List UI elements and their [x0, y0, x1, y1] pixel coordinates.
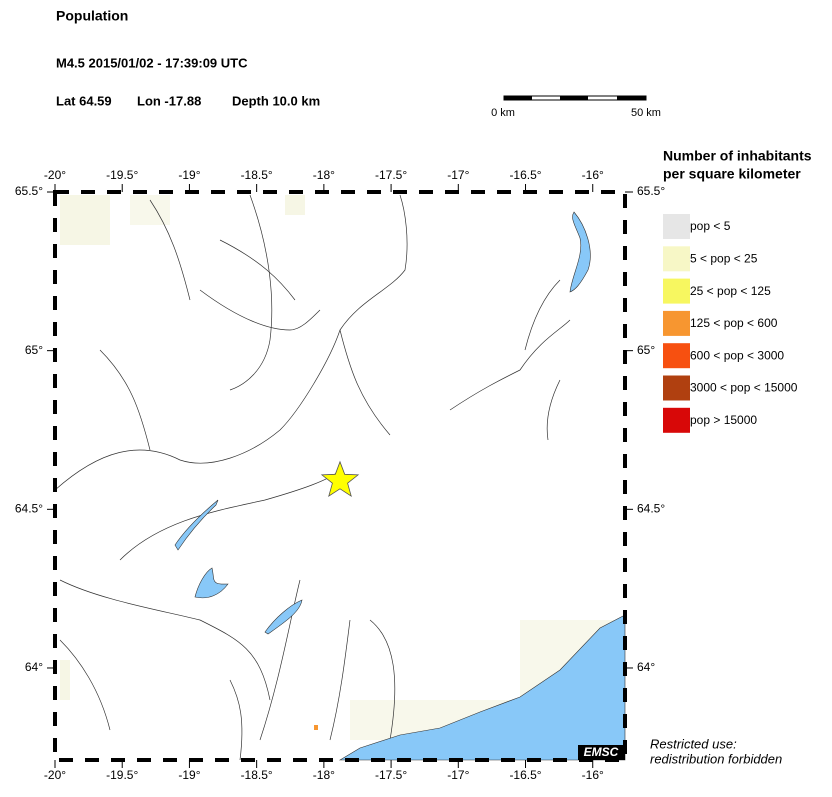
y-tick-label: 65.5°	[637, 184, 665, 198]
legend-swatch	[663, 278, 690, 304]
credit-box	[578, 745, 625, 760]
y-tick-label: 64.5°	[15, 501, 43, 515]
legend-label: 5 < pop < 25	[690, 251, 758, 265]
lake	[174, 499, 219, 551]
x-tick-label: -18.5°	[241, 768, 273, 782]
notice: redistribution forbidden	[650, 751, 782, 766]
x-tick-label: -16.5°	[509, 768, 541, 782]
scale-end: 50 km	[631, 107, 661, 119]
x-tick-label: -19.5°	[106, 768, 138, 782]
legend-label: 3000 < pop < 15000	[690, 381, 798, 395]
y-tick-label: 65.5°	[15, 184, 43, 198]
x-tick-label: -18°	[313, 768, 335, 782]
x-tick-label: -17.5°	[375, 168, 407, 182]
legend-label: 125 < pop < 600	[690, 316, 778, 330]
y-tick-label: 64.5°	[637, 501, 665, 515]
x-tick-label: -17.5°	[375, 768, 407, 782]
legend-label: pop < 5	[690, 219, 731, 233]
x-tick-label: -17°	[447, 168, 469, 182]
depth: Depth 10.0 km	[232, 93, 320, 108]
lake	[569, 211, 591, 293]
y-tick-label: 64°	[25, 660, 43, 674]
y-tick-label: 65°	[637, 343, 655, 357]
x-tick-label: -18.5°	[241, 168, 273, 182]
x-tick-label: -20°	[44, 768, 66, 782]
legend-swatch	[663, 246, 690, 272]
legend-title: per square kilometer	[663, 166, 801, 182]
lat: Lat 64.59	[56, 93, 112, 108]
population-dot	[314, 725, 318, 730]
x-tick-label: -19°	[178, 768, 200, 782]
legend-swatch	[663, 310, 690, 336]
legend-title: Number of inhabitants	[663, 148, 812, 164]
legend-swatch	[663, 375, 690, 401]
rivers	[54, 194, 571, 761]
legend-swatch	[663, 407, 690, 433]
credit: EMSC	[584, 745, 619, 759]
x-tick-label: -19°	[178, 168, 200, 182]
y-tick-label: 64°	[637, 660, 655, 674]
x-tick-label: -19.5°	[106, 168, 138, 182]
x-tick-label: -16°	[582, 768, 604, 782]
lon: Lon -17.88	[137, 93, 201, 108]
lake	[264, 599, 303, 635]
x-tick-label: -18°	[313, 168, 335, 182]
scale-start: 0 km	[491, 107, 515, 119]
x-tick-label: -16°	[582, 168, 604, 182]
scale-bar	[503, 95, 647, 101]
x-tick-label: -16.5°	[509, 168, 541, 182]
legend-swatch	[663, 343, 690, 369]
legend-label: 25 < pop < 125	[690, 284, 771, 298]
legend-label: 600 < pop < 3000	[690, 348, 784, 362]
event: M4.5 2015/01/02 - 17:39:09 UTC	[56, 55, 248, 70]
x-tick-label: -20°	[44, 168, 66, 182]
x-tick-label: -17°	[447, 768, 469, 782]
title: Population	[56, 8, 128, 24]
legend-label: pop > 15000	[690, 413, 757, 427]
lake	[194, 567, 229, 599]
y-tick-label: 65°	[25, 343, 43, 357]
notice: Restricted use:	[650, 736, 737, 751]
legend-swatch	[663, 214, 690, 239]
legend: Number of inhabitants per square kilomet…	[663, 148, 812, 433]
epicenter	[320, 460, 360, 498]
